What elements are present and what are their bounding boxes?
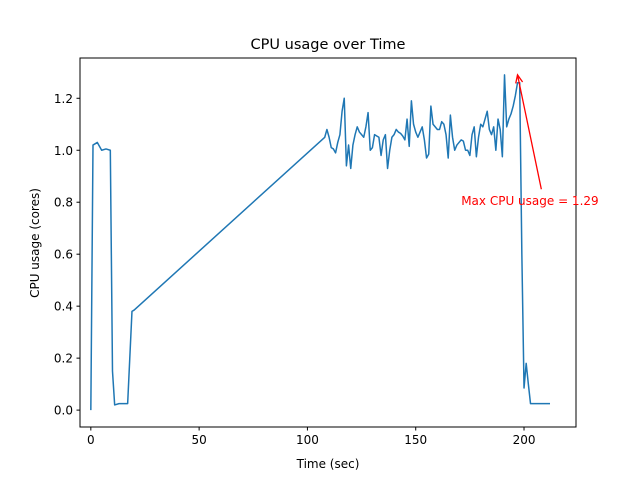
series-line-0 xyxy=(90,74,551,411)
annotation-label: Max CPU usage = 1.29 xyxy=(461,194,598,208)
x-tick-label: 0 xyxy=(87,433,95,447)
chart-title: CPU usage over Time xyxy=(251,37,406,53)
axes-frame xyxy=(79,57,577,428)
x-axis-label: Time (sec) xyxy=(296,457,360,471)
annotation-arrow xyxy=(516,74,542,190)
y-tick-label: 0.0 xyxy=(54,404,73,418)
y-tick-label: 0.6 xyxy=(54,248,73,262)
y-tick-label: 0.2 xyxy=(54,352,73,366)
x-tick-label: 150 xyxy=(404,433,427,447)
annotations: Max CPU usage = 1.29 xyxy=(461,73,599,208)
x-tick-label: 50 xyxy=(191,433,206,447)
x-tick-label: 100 xyxy=(296,433,319,447)
axes: 0 50 100 150 200 0.0 0.2 0.4 0.6 0.8 1.0 1.2 xyxy=(54,57,577,447)
y-tick-label: 0.4 xyxy=(54,300,73,314)
y-tick-label: 1.0 xyxy=(54,144,73,158)
annotation-arrowhead xyxy=(515,73,524,84)
y-tick-label: 0.8 xyxy=(54,196,73,210)
y-axis-label: CPU usage (cores) xyxy=(28,188,42,298)
y-tick-label: 1.2 xyxy=(54,92,73,106)
x-tick-label: 200 xyxy=(513,433,536,447)
plot-area xyxy=(90,74,551,411)
